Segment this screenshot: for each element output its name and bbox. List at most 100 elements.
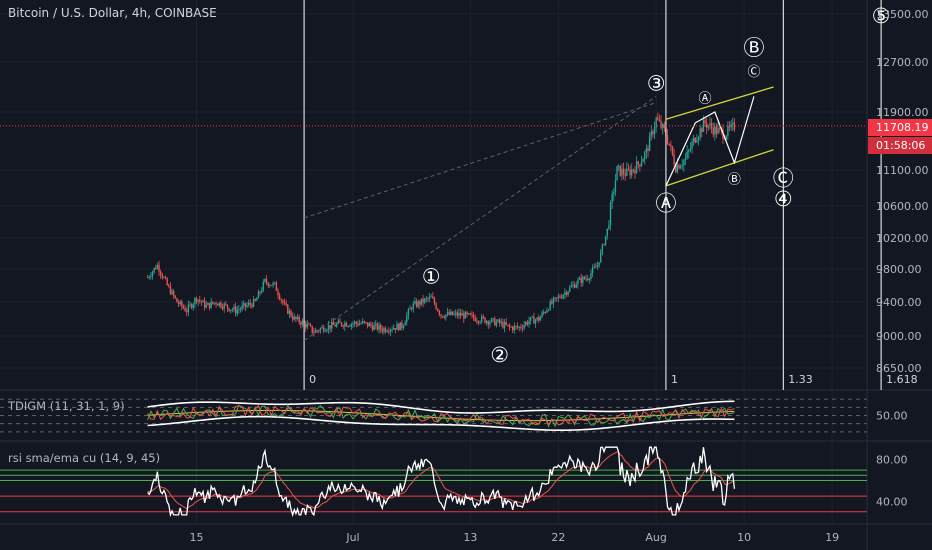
elliott-wave-label: ③ — [647, 72, 666, 96]
candle-body — [552, 298, 555, 304]
candle — [272, 280, 274, 288]
candle-body — [256, 298, 258, 301]
candle-body — [313, 332, 315, 334]
candle — [634, 166, 636, 179]
candle-body — [647, 148, 649, 152]
candle-body — [148, 277, 150, 278]
candle-body — [226, 304, 229, 309]
candle — [322, 324, 325, 334]
candle — [410, 306, 413, 312]
candle-body — [577, 279, 579, 285]
candle-body — [634, 170, 636, 174]
candle-body — [306, 324, 309, 328]
candle-body — [404, 322, 406, 326]
price-axis-label: 9400.00 — [876, 296, 922, 309]
price-axis-label: 13500.00 — [876, 8, 929, 21]
candle-body — [267, 282, 269, 286]
candle-body — [567, 291, 569, 295]
candle-body — [575, 284, 577, 288]
candle-body — [309, 324, 312, 326]
candle — [293, 313, 295, 321]
candle — [246, 302, 248, 309]
candle-body — [621, 168, 623, 176]
candle-body — [446, 312, 449, 315]
candle — [575, 281, 577, 289]
candle — [386, 329, 388, 333]
candle-body — [482, 316, 485, 318]
candle-body — [572, 284, 574, 286]
candle — [399, 322, 401, 331]
tdigm-slow-line — [147, 404, 735, 426]
candle-body — [381, 329, 384, 332]
candle — [251, 302, 253, 309]
candle-body — [329, 325, 331, 329]
candle-body — [440, 314, 442, 316]
candle-body — [497, 319, 499, 322]
candle-body — [733, 122, 736, 131]
candle — [476, 317, 478, 325]
candle-body — [332, 321, 335, 325]
candle — [472, 312, 475, 321]
candle-body — [287, 304, 289, 314]
candle — [283, 298, 286, 306]
candle — [350, 322, 353, 330]
candle — [650, 125, 652, 141]
candle-body — [498, 319, 501, 324]
candle-body — [221, 307, 224, 309]
candle-body — [171, 290, 173, 295]
candle — [419, 299, 421, 309]
candle — [270, 285, 273, 287]
candle — [215, 301, 217, 308]
candle — [531, 315, 533, 318]
elliott-wave-label: ⑤ — [872, 4, 891, 28]
candle — [637, 160, 639, 169]
candle — [238, 304, 240, 314]
candle — [503, 319, 506, 333]
candle — [542, 309, 545, 316]
candle — [616, 165, 618, 181]
candle — [383, 326, 385, 335]
candle — [288, 308, 291, 319]
candle-body — [619, 165, 621, 176]
candle-body — [593, 266, 595, 268]
candle-body — [247, 302, 250, 306]
candle — [205, 301, 207, 309]
candle-body — [709, 123, 711, 126]
candle — [582, 275, 584, 287]
candle-body — [280, 299, 282, 301]
candle — [357, 320, 359, 328]
time-axis-label: 13 — [463, 531, 477, 544]
candle-body — [461, 313, 463, 316]
candle-body — [438, 311, 441, 315]
candle-body — [399, 322, 401, 331]
elliott-wave-label: ① — [422, 264, 441, 288]
candle-body — [151, 271, 154, 277]
candle — [663, 121, 666, 133]
candle — [485, 319, 488, 326]
candle — [287, 303, 289, 315]
candle — [697, 135, 700, 146]
candle-body — [533, 316, 535, 324]
candle-body — [507, 324, 509, 326]
candle — [604, 235, 607, 247]
candle — [174, 295, 177, 300]
candle — [394, 327, 397, 334]
candle — [415, 298, 418, 308]
candle-body — [190, 304, 193, 308]
candle-body — [652, 131, 654, 135]
rsi-axis-label: 80.00 — [876, 454, 908, 467]
candle-body — [415, 301, 418, 307]
candle — [285, 299, 287, 307]
candle-body — [454, 312, 457, 314]
candle-body — [155, 267, 157, 269]
candle-body — [580, 277, 582, 283]
candle-body — [432, 296, 434, 299]
candle-body — [668, 143, 670, 145]
candle-body — [640, 162, 643, 167]
candle — [694, 137, 696, 144]
candle — [732, 117, 734, 131]
candle-body — [463, 313, 465, 319]
candle-body — [564, 292, 566, 295]
candle-body — [614, 180, 617, 193]
